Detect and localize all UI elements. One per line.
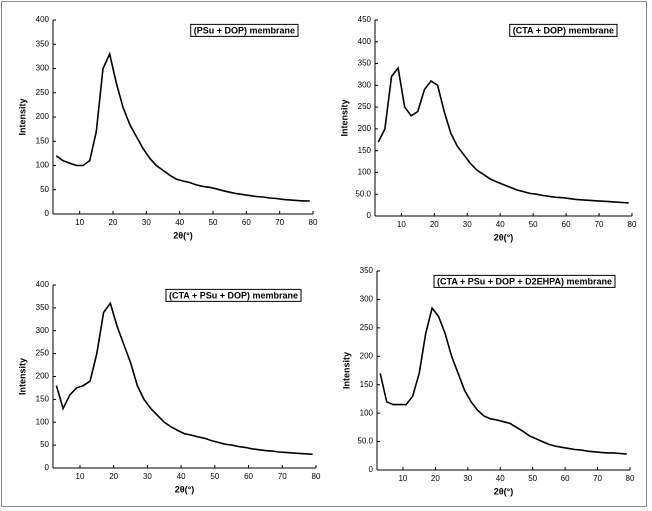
x-tick-label: 80: [626, 474, 635, 483]
y-tick-label: 200: [36, 112, 50, 121]
y-tick-label: 50: [40, 185, 49, 194]
x-tick-label: 30: [463, 474, 472, 483]
y-tick-label: 300: [360, 295, 374, 304]
y-axis-label: Intensity: [341, 352, 351, 389]
y-tick-label: 100: [358, 168, 372, 177]
y-tick-label: 100: [36, 161, 50, 170]
x-tick-label: 60: [242, 218, 251, 227]
y-tick-label: 250: [36, 349, 50, 358]
y-tick-label: 350: [36, 39, 50, 48]
x-axis-label: 2θ(°): [173, 230, 192, 240]
data-line: [55, 301, 313, 456]
y-tick-label: 0: [367, 211, 372, 220]
data-line: [55, 51, 310, 202]
x-tick-label: 40: [175, 218, 184, 227]
y-tick-label: 200: [36, 372, 50, 381]
title-box: [165, 288, 302, 302]
x-tick-label: 60: [562, 220, 571, 229]
x-tick-label: 70: [278, 472, 287, 481]
y-tick-label: 400: [36, 280, 50, 289]
x-tick-label: 80: [628, 220, 637, 229]
y-tick-label: 0: [369, 465, 374, 474]
x-tick-label: 50: [209, 218, 218, 227]
title-box: [509, 23, 618, 37]
y-tick-label: 50.0: [357, 437, 373, 446]
x-tick-label: 20: [109, 218, 118, 227]
x-tick-label: 40: [177, 472, 186, 481]
chart-title: (PSu + DOP) membrane: [194, 25, 295, 35]
y-tick-label: 450: [358, 15, 372, 24]
y-tick-label: 0: [45, 209, 50, 218]
x-axis-label: 2θ(°): [494, 232, 513, 242]
y-axis-label: Intensity: [17, 358, 27, 395]
x-tick-label: 30: [143, 472, 152, 481]
y-axis-label: Intensity: [17, 98, 27, 135]
y-tick-label: 50: [40, 440, 49, 449]
x-tick-label: 80: [312, 472, 321, 481]
x-tick-label: 30: [463, 220, 472, 229]
x-axis-label: 2θ(°): [175, 484, 194, 494]
title-box: [190, 23, 299, 37]
x-tick-label: 50: [210, 472, 219, 481]
x-tick-label: 50: [528, 474, 537, 483]
x-tick-label: 20: [109, 472, 118, 481]
x-tick-label: 60: [244, 472, 253, 481]
x-tick-label: 50: [529, 220, 538, 229]
x-tick-label: 40: [496, 474, 505, 483]
data-line: [377, 65, 629, 204]
x-tick-label: 10: [76, 472, 85, 481]
y-tick-label: 150: [358, 146, 372, 155]
title-box: [433, 274, 616, 288]
x-tick-label: 10: [398, 474, 407, 483]
chart-title: (CTA + PSu + DOP) membrane: [169, 290, 298, 300]
y-tick-label: 100: [360, 408, 374, 417]
x-tick-label: 10: [397, 220, 406, 229]
y-tick-label: 250: [36, 88, 50, 97]
x-tick-label: 80: [309, 218, 318, 227]
y-tick-label: 400: [36, 15, 50, 24]
y-axis-label: Intensity: [339, 99, 349, 136]
chart-title: (CTA + PSu + DOP + D2EHPA) membrane: [437, 276, 612, 286]
x-tick-label: 60: [561, 474, 570, 483]
data-line: [379, 306, 627, 455]
chart-title: (CTA + DOP) membrane: [513, 25, 614, 35]
y-tick-label: 50.0: [355, 189, 371, 198]
y-tick-label: 200: [360, 351, 374, 360]
x-tick-label: 20: [430, 220, 439, 229]
y-tick-label: 150: [36, 136, 50, 145]
x-tick-label: 40: [496, 220, 505, 229]
y-tick-label: 350: [36, 303, 50, 312]
x-tick-label: 70: [593, 474, 602, 483]
y-tick-label: 350: [358, 59, 372, 68]
x-axis-label: 2θ(°): [494, 486, 513, 496]
y-tick-label: 400: [358, 37, 372, 46]
y-tick-label: 100: [36, 417, 50, 426]
y-tick-label: 150: [360, 380, 374, 389]
y-tick-label: 200: [358, 124, 372, 133]
x-tick-label: 70: [595, 220, 604, 229]
y-tick-label: 150: [36, 394, 50, 403]
y-tick-label: 250: [358, 102, 372, 111]
x-tick-label: 20: [431, 474, 440, 483]
y-tick-label: 0: [45, 463, 50, 472]
y-tick-label: 300: [36, 326, 50, 335]
x-tick-label: 70: [275, 218, 284, 227]
x-tick-label: 30: [142, 218, 151, 227]
y-tick-label: 350: [360, 266, 374, 275]
y-tick-label: 300: [358, 80, 372, 89]
y-tick-label: 250: [360, 323, 374, 332]
x-tick-label: 10: [75, 218, 84, 227]
y-tick-label: 300: [36, 64, 50, 73]
